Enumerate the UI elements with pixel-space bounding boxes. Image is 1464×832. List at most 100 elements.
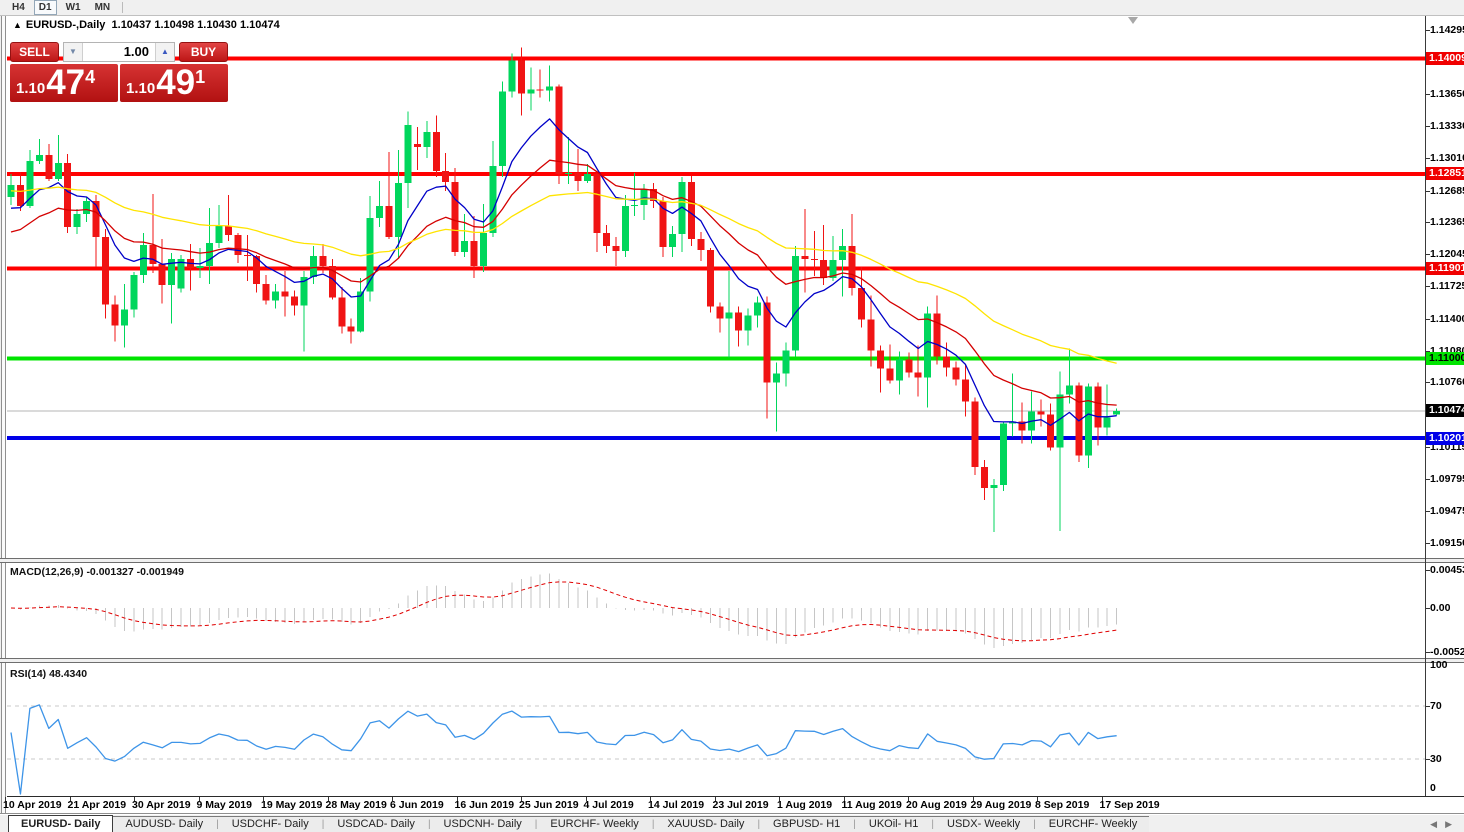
price-axis-badge: 1.12851 — [1426, 167, 1464, 181]
chart-tab-bar: EURUSD- Daily AUDUSD- Daily | USDCHF- Daily… — [0, 815, 1464, 832]
time-axis-label: 4 Jul 2019 — [583, 799, 634, 811]
time-axis-label: 6 Jun 2019 — [390, 799, 444, 811]
chart-tab-eurchf-weekly[interactable]: EURCHF- Weekly — [1036, 816, 1150, 832]
price-tick-mark — [1426, 318, 1430, 320]
ask-price-display[interactable]: 1.10 49 1 — [120, 64, 228, 102]
tab-separator: | — [852, 816, 857, 832]
price-axis-badge: 1.10474 — [1426, 404, 1464, 418]
volume-input[interactable]: 1.00 — [123, 44, 149, 59]
price-chart[interactable] — [7, 16, 1425, 558]
tab-scroll-right-icon[interactable]: ▶ — [1445, 819, 1460, 829]
bid-price-prefix: 1.10 — [16, 80, 46, 97]
sell-button[interactable]: SELL — [10, 42, 59, 62]
macd-axis-label: -0.005205 — [1430, 646, 1464, 658]
time-axis-label: 8 Sep 2019 — [1035, 799, 1090, 811]
chart-tab-usdx-weekly[interactable]: USDX- Weekly — [935, 816, 1033, 832]
price-axis-label: 1.12045 — [1430, 248, 1464, 261]
rsi-axis-label: 100 — [1430, 659, 1448, 671]
time-tick-mark — [263, 797, 264, 801]
time-tick-mark — [198, 797, 200, 801]
chart-tab-ukoil-h1[interactable]: UKOil- H1 — [856, 816, 931, 832]
bid-price-display[interactable]: 1.10 47 4 — [10, 64, 118, 102]
price-axis-label: 1.09475 — [1430, 504, 1464, 517]
time-axis-label: 11 Aug 2019 — [841, 799, 902, 811]
window-border-bottom — [0, 813, 1464, 815]
time-tick-mark — [779, 797, 780, 801]
time-tick-mark — [456, 797, 458, 801]
price-axis-border — [1425, 16, 1426, 796]
time-tick-mark — [1101, 797, 1103, 801]
chart-tab-usdcnh-daily[interactable]: USDCNH- Daily — [431, 816, 534, 832]
tab-separator: | — [650, 816, 656, 832]
time-axis-label: 20 Aug 2019 — [906, 799, 967, 811]
chart-tab-gbpusd-h1[interactable]: GBPUSD- H1 — [761, 816, 853, 832]
timeframe-button-d1[interactable]: D1 — [33, 0, 57, 15]
time-tick-mark — [714, 797, 716, 801]
ask-price-main: 49 — [156, 63, 196, 102]
price-tick-mark — [1426, 382, 1430, 384]
time-axis-label: 14 Jul 2019 — [648, 799, 705, 811]
macd-tick-mark — [1426, 652, 1430, 653]
chart-tab-eurchf-weekly[interactable]: EURCHF- Weekly — [538, 816, 651, 832]
price-tick-mark — [1426, 543, 1430, 544]
time-tick-mark — [843, 797, 845, 801]
time-axis-label: 29 Aug 2019 — [970, 799, 1032, 811]
time-tick-mark — [5, 797, 6, 801]
tab-separator: | — [1032, 816, 1037, 832]
time-tick-mark — [1037, 797, 1038, 801]
timeframe-button-mn[interactable]: MN — [94, 2, 111, 13]
volume-increase-icon[interactable]: ▲ — [155, 43, 174, 61]
timeframe-button-w1[interactable]: W1 — [65, 2, 81, 13]
chart-tab-eurusd-daily[interactable]: EURUSD- Daily — [8, 815, 114, 832]
macd-axis-label: 0.004536 — [1430, 564, 1464, 576]
rsi-tick-mark — [1426, 759, 1430, 760]
chart-shift-marker-icon[interactable] — [1128, 17, 1138, 24]
price-tick-mark — [1426, 478, 1430, 480]
ask-price-pip: 1 — [195, 67, 206, 87]
price-tick-mark — [1426, 286, 1430, 288]
macd-axis-label: 0.00 — [1430, 602, 1451, 614]
timeframe-button-h4[interactable]: H4 — [12, 2, 25, 13]
time-axis-label: 19 May 2019 — [261, 799, 323, 811]
price-tick-mark — [1426, 350, 1430, 352]
rsi-tick-mark — [1426, 706, 1430, 707]
macd-indicator-pane[interactable] — [7, 563, 1425, 658]
time-tick-mark — [392, 797, 393, 801]
tab-separator: | — [426, 816, 432, 832]
ask-price-prefix: 1.10 — [126, 80, 156, 97]
chart-symbol-label: EURUSD-,Daily — [25, 19, 106, 31]
price-axis-label: 1.10760 — [1430, 376, 1464, 389]
chart-tab-xauusd-daily[interactable]: XAUUSD- Daily — [655, 816, 757, 832]
time-tick-mark — [650, 797, 651, 801]
chart-tab-usdchf-daily[interactable]: USDCHF- Daily — [219, 816, 321, 832]
price-tick-mark — [1426, 222, 1430, 224]
time-axis-label: 16 Jun 2019 — [454, 799, 515, 811]
time-axis-label: 23 Jul 2019 — [712, 799, 769, 811]
rsi-indicator-pane[interactable] — [7, 663, 1425, 795]
time-axis-label: 30 Apr 2019 — [132, 799, 191, 811]
rsi-label: RSI(14) 48.4340 — [10, 668, 88, 680]
price-axis-badge: 1.11000 — [1426, 352, 1464, 366]
volume-decrease-icon[interactable]: ▼ — [64, 43, 83, 61]
time-tick-mark — [972, 797, 974, 801]
chart-tab-audusd-daily[interactable]: AUDUSD- Daily — [113, 816, 216, 832]
tab-scroll-left-icon[interactable]: ◀ — [1430, 819, 1446, 829]
time-axis-border — [7, 796, 1464, 797]
macd-splitter[interactable] — [0, 558, 1464, 563]
window-border-left — [0, 16, 7, 813]
rsi-splitter[interactable] — [0, 658, 1464, 663]
chart-tab-usdcad-daily[interactable]: USDCAD- Daily — [325, 816, 427, 832]
rsi-axis-label: 70 — [1430, 700, 1442, 712]
buy-button[interactable]: BUY — [179, 42, 228, 62]
price-axis-label: 1.13010 — [1430, 152, 1464, 165]
tab-separator: | — [320, 816, 326, 832]
time-axis-label: 1 Aug 2019 — [777, 799, 833, 811]
price-axis-label: 1.13330 — [1430, 120, 1464, 133]
price-tick-mark — [1426, 158, 1430, 160]
price-axis-label: 1.14295 — [1430, 24, 1464, 36]
time-tick-mark — [521, 797, 522, 801]
collapse-arrow-icon[interactable]: ▲ — [13, 20, 22, 30]
tab-separator: | — [756, 816, 762, 832]
time-axis-label: 10 Apr 2019 — [3, 799, 62, 811]
tab-separator: | — [215, 816, 220, 832]
